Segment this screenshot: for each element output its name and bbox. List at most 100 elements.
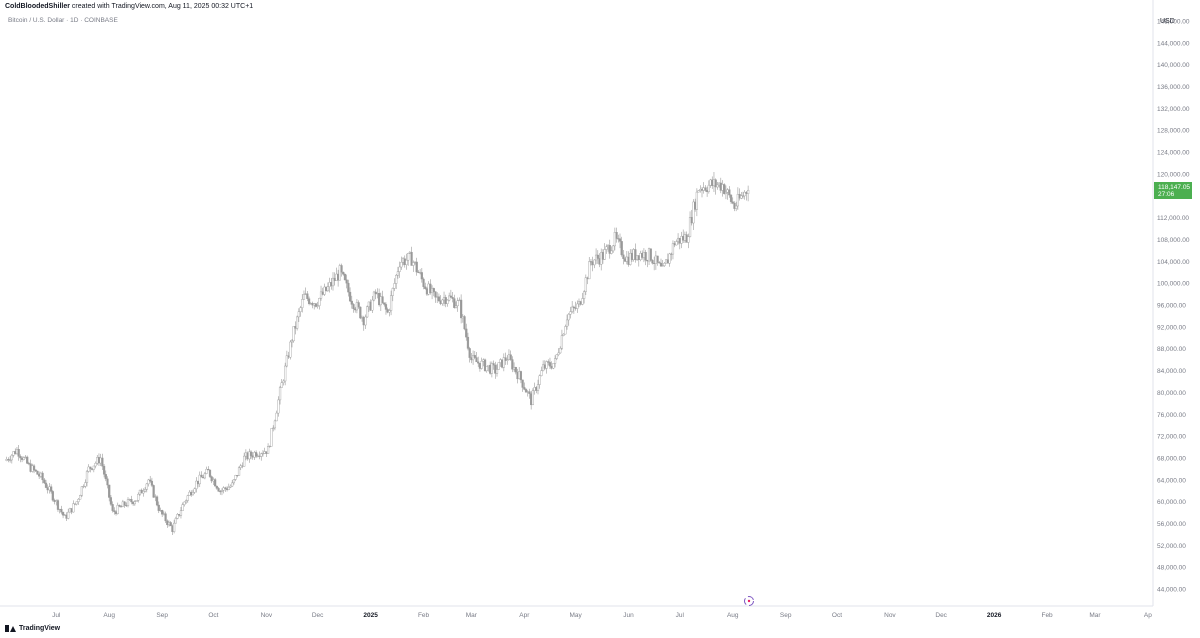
candle-body xyxy=(314,303,318,307)
price-tick-label: 104,000.00 xyxy=(1157,259,1190,266)
created-text: created with TradingView.com, Aug 11, 20… xyxy=(71,3,254,10)
candle-body xyxy=(531,390,534,406)
candle-body xyxy=(109,497,113,505)
candle-body xyxy=(137,493,140,501)
time-tick-label: Aug xyxy=(727,612,739,619)
candle-body xyxy=(412,262,415,266)
price-tick-label: 124,000.00 xyxy=(1157,150,1190,157)
candle-body xyxy=(126,499,130,506)
candle-body xyxy=(583,291,586,299)
candle-body xyxy=(143,489,147,492)
candle-body xyxy=(338,265,341,281)
price-tick-label: 64,000.00 xyxy=(1157,477,1186,484)
candle-body xyxy=(613,232,616,247)
price-tick-label: 60,000.00 xyxy=(1157,499,1186,506)
candle-body xyxy=(596,254,599,259)
time-tick-label: Feb xyxy=(418,612,430,619)
candle-body xyxy=(284,365,287,382)
candle-body xyxy=(292,326,295,342)
price-tick-label: 120,000.00 xyxy=(1157,171,1190,178)
candle-body xyxy=(497,362,500,370)
candles-layer xyxy=(5,172,750,536)
candle-body xyxy=(615,232,618,239)
candle-body xyxy=(272,427,275,429)
candle-body xyxy=(181,504,184,511)
candle-body xyxy=(193,488,196,493)
candle-body xyxy=(173,522,176,532)
candle-body xyxy=(644,252,647,261)
candle-body xyxy=(743,191,746,197)
candle-body xyxy=(278,387,282,401)
candle-body xyxy=(307,298,311,305)
candle-body xyxy=(473,355,476,358)
candle-body xyxy=(559,348,562,354)
candle-body xyxy=(610,250,613,254)
candle-body xyxy=(492,363,495,366)
candle-body xyxy=(555,354,558,359)
candle-body xyxy=(85,471,89,483)
candle-body xyxy=(147,479,150,485)
candle-body xyxy=(656,255,659,263)
price-tick-label: 112,000.00 xyxy=(1157,215,1189,222)
time-tick-label: Nov xyxy=(261,612,273,619)
candle-body xyxy=(383,302,386,305)
candle-body xyxy=(384,304,388,310)
candle-body xyxy=(576,303,579,309)
candle-body xyxy=(716,184,719,188)
candle-body xyxy=(67,511,70,519)
candle-body xyxy=(688,217,692,237)
candle-body xyxy=(371,299,374,311)
candle-body xyxy=(84,482,87,487)
time-tick-label: May xyxy=(569,612,582,619)
candle-body xyxy=(32,465,36,471)
candle-body xyxy=(282,380,285,383)
candle-body xyxy=(215,485,218,489)
candle-body xyxy=(747,189,750,194)
price-tick-label: 56,000.00 xyxy=(1157,521,1186,528)
candle-body xyxy=(388,310,391,313)
current-price-box xyxy=(1154,182,1192,199)
candle-body xyxy=(260,453,263,457)
candle-body xyxy=(130,499,133,503)
time-tick-label: Mar xyxy=(466,612,478,619)
candle-body xyxy=(297,311,300,318)
scroll-to-realtime-icon[interactable] xyxy=(744,596,754,606)
candle-body xyxy=(396,271,400,276)
current-price-badge: 118,147.05 27:06 xyxy=(1154,182,1192,199)
price-tick-label: 140,000.00 xyxy=(1157,62,1190,69)
candle-body xyxy=(477,361,480,364)
candle-body xyxy=(475,357,478,363)
candle-body xyxy=(658,262,661,264)
candle-body xyxy=(239,465,242,468)
price-tick-label: 132,000.00 xyxy=(1157,106,1190,113)
price-tick-label: 92,000.00 xyxy=(1157,324,1186,331)
candle-body xyxy=(422,278,425,287)
time-tick-label: Jul xyxy=(52,612,61,619)
candle-body xyxy=(707,184,710,192)
candle-body xyxy=(374,291,377,295)
candle-body xyxy=(9,459,12,461)
candle-body xyxy=(200,474,203,478)
candle-body xyxy=(560,335,564,349)
candle-body xyxy=(521,379,524,388)
candle-body xyxy=(87,466,90,472)
candle-body xyxy=(301,299,304,308)
candle-body xyxy=(266,446,270,454)
candle-body xyxy=(704,187,707,191)
candle-body xyxy=(111,504,114,511)
candle-body xyxy=(372,291,376,301)
candle-body xyxy=(104,474,107,480)
time-tick-label: 2026 xyxy=(987,612,1002,619)
price-tick-label: 72,000.00 xyxy=(1157,434,1186,441)
price-tick-label: 148,000.00 xyxy=(1157,18,1190,25)
price-tick-label: 48,000.00 xyxy=(1157,565,1186,572)
candle-body xyxy=(152,485,155,498)
time-tick-label: Ap xyxy=(1144,612,1152,619)
candle-body xyxy=(485,366,488,372)
candle-body xyxy=(668,253,671,264)
candle-body xyxy=(123,501,126,506)
candle-body xyxy=(234,475,237,480)
candle-body xyxy=(483,359,487,372)
candle-body xyxy=(198,474,201,485)
